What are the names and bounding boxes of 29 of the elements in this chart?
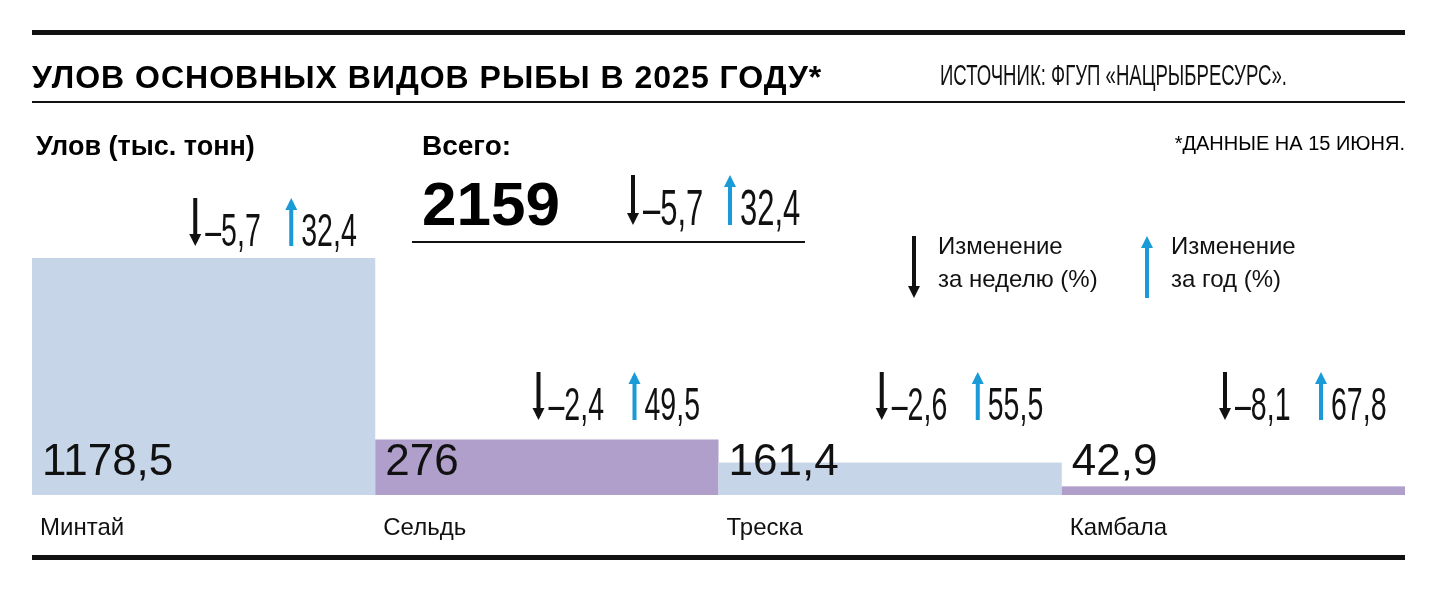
x-tick-label: Сельдь [383, 513, 467, 540]
chart-title: УЛОВ ОСНОВНЫХ ВИДОВ РЫБЫ В 2025 ГОДУ* [32, 59, 823, 95]
data-label: 1178,5 [42, 435, 174, 484]
annotation: 49,5 [644, 377, 701, 430]
text: ИСТОЧНИК: ФГУП «НАЦРЫБРЕСУРС». [940, 57, 1287, 92]
data-label: 276 [385, 435, 459, 484]
annotation: 55,5 [987, 377, 1044, 430]
text: 67,8 [1331, 377, 1387, 430]
annotation: Изменение за год (%) [1171, 232, 1296, 292]
y-axis-title: Улов (тыс. тонн) [36, 131, 255, 161]
text: 2159 [422, 169, 560, 238]
text: –5,7 [643, 179, 704, 236]
text: Всего: [422, 130, 512, 161]
annotation: –2,6 [891, 377, 948, 430]
annotation: –8,1 [1235, 377, 1291, 430]
text: –5,7 [205, 203, 261, 256]
bar [375, 439, 719, 495]
text: 32,4 [301, 203, 357, 256]
bar [1061, 486, 1405, 495]
data-label: 42,9 [1071, 435, 1158, 484]
text: 32,4 [740, 179, 801, 236]
text: *ДАННЫЕ НА 15 ИЮНЯ. [1174, 132, 1405, 154]
data-label: 161,4 [728, 435, 839, 484]
x-tick-label: Камбала [1069, 513, 1168, 540]
x-tick-label: Треска [726, 513, 804, 540]
annotation: Изменение за неделю (%) [938, 232, 1098, 292]
annotation: –2,4 [548, 377, 605, 430]
bar [32, 258, 376, 495]
x-tick-label: Минтай [40, 513, 125, 540]
